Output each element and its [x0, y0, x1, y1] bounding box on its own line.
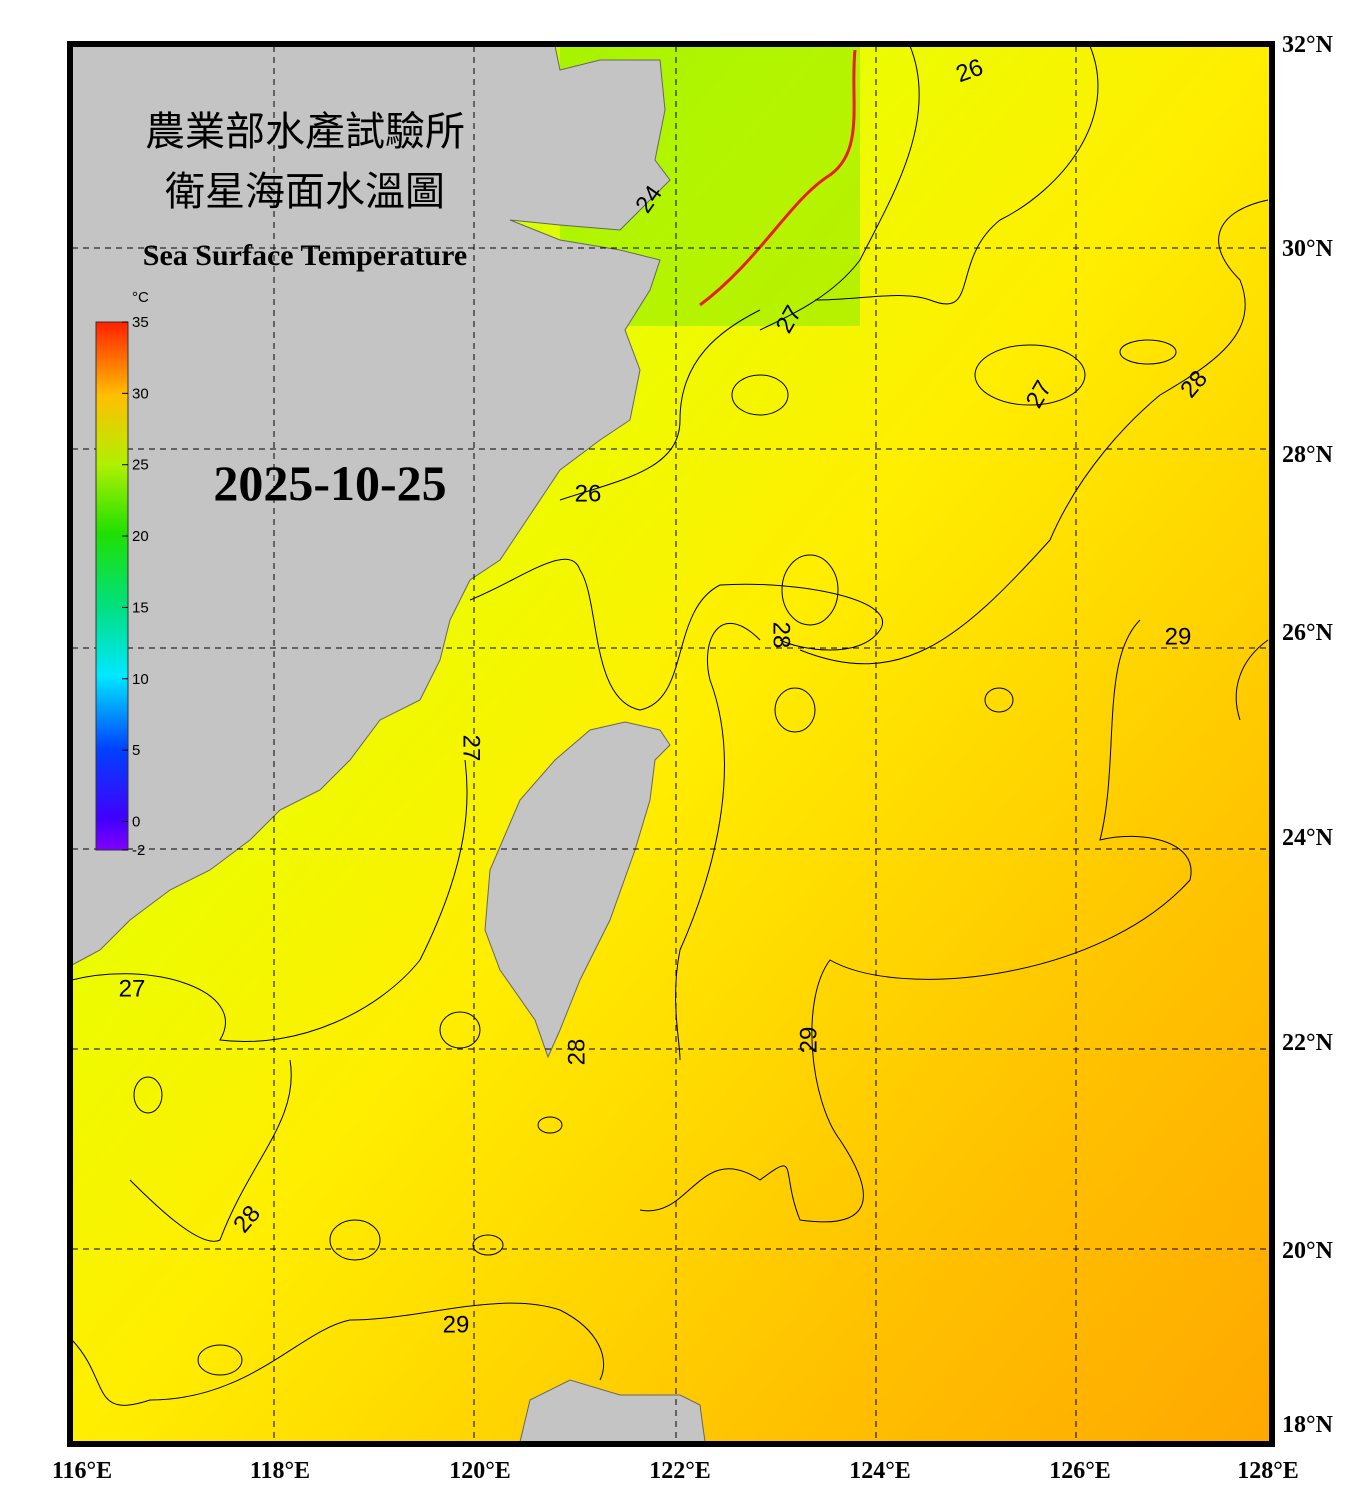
contour-label: 27 — [458, 735, 485, 762]
map-body — [72, 46, 1270, 1442]
colorbar-unit: °C — [132, 289, 149, 306]
colorbar-tick-label: 10 — [132, 671, 149, 688]
contour-label: 29 — [1165, 623, 1192, 650]
lon-label: 118°E — [250, 1458, 310, 1484]
luzon — [519, 1379, 706, 1442]
title-zh: 農業部水產試驗所 — [145, 109, 465, 154]
colorbar — [95, 321, 129, 851]
colorbar-tick-label: 5 — [132, 742, 140, 759]
lat-label: 32°N — [1282, 32, 1334, 58]
date: 2025-10-25 — [213, 455, 446, 511]
isotherms — [72, 46, 1269, 1406]
lon-label: 122°E — [649, 1458, 711, 1484]
colorbar-tick-label: 15 — [132, 599, 149, 616]
lon-label: 124°E — [849, 1458, 911, 1484]
colorbar-ticks: 35 30 25 20 15 10 5 0 -2 — [122, 314, 149, 859]
title-zh: 衛星海面水溫圖 — [165, 169, 445, 214]
colorbar-tick-label: 0 — [132, 813, 140, 830]
map-frame — [67, 41, 1275, 1447]
lat-label: 26°N — [1282, 620, 1334, 646]
contour-label: 28 — [768, 622, 795, 649]
colorbar-tick-label: 25 — [132, 457, 149, 474]
contour-label: 29 — [795, 1027, 822, 1054]
lon-label: 128°E — [1237, 1458, 1299, 1484]
lon-label: 126°E — [1049, 1458, 1111, 1484]
colorbar-tick-label: 35 — [132, 314, 149, 331]
lat-label: 20°N — [1282, 1238, 1334, 1264]
contour-label: 29 — [443, 1311, 470, 1338]
lon-label: 116°E — [52, 1458, 112, 1484]
taiwan — [484, 721, 671, 1059]
mainland — [72, 46, 671, 966]
lat-label: 22°N — [1282, 1030, 1334, 1056]
lat-label: 28°N — [1282, 442, 1334, 468]
colorbar-tick-label: 20 — [132, 528, 149, 545]
title-en: Sea Surface Temperature — [143, 239, 467, 272]
colorbar-tick-label: 30 — [132, 385, 149, 402]
colorbar-tick-label: -2 — [132, 842, 145, 859]
contour-label: 27 — [119, 975, 146, 1002]
contour-label: 26 — [575, 480, 602, 507]
isotherm-25 — [699, 49, 857, 307]
lat-label: 18°N — [1282, 1412, 1334, 1438]
lat-label: 30°N — [1282, 236, 1334, 262]
graticule — [72, 46, 1270, 1442]
lat-label: 24°N — [1282, 825, 1334, 851]
lon-label: 120°E — [449, 1458, 511, 1484]
contour-label: 28 — [563, 1039, 590, 1066]
